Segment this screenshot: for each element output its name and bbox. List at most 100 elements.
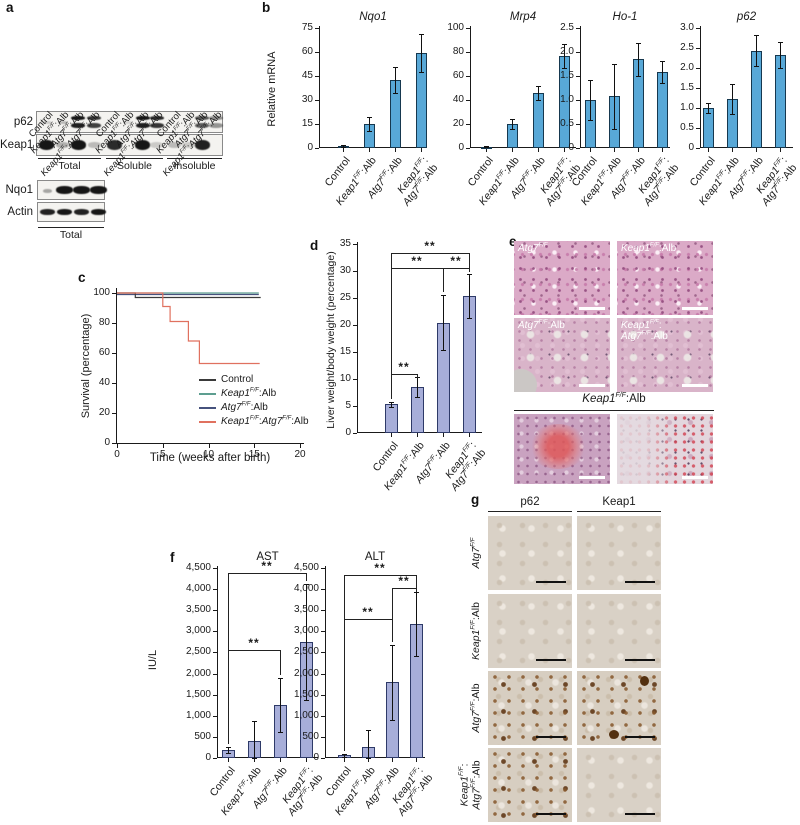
y-tick-label: 80 — [452, 46, 464, 57]
chart-title: ALT — [364, 551, 386, 563]
blot-band — [209, 116, 224, 120]
error-bar-cap — [418, 72, 424, 73]
error-bar-cap — [635, 75, 641, 77]
panel-label-e: e — [509, 234, 517, 249]
y-tick-mark — [466, 76, 470, 77]
sig-bracket-end — [416, 588, 417, 593]
bar-chart-plot-b-p62 — [700, 26, 793, 148]
error-bar-cap — [705, 102, 711, 104]
histology-image-atg7-alb: Atg7F/F:Alb — [514, 318, 610, 392]
histology-label: Keap1F/F:Alb — [621, 242, 677, 254]
y-tick-mark — [576, 76, 580, 77]
x-tick-mark — [538, 148, 539, 152]
y-tick-mark — [353, 379, 357, 380]
bar-chart-plot-f-alt — [325, 566, 425, 758]
x-tick-mark — [369, 148, 370, 152]
y-tick-mark — [321, 631, 325, 633]
scale-bar — [682, 384, 708, 387]
y-tick-label: 2.5 — [680, 42, 694, 53]
blot-band — [74, 209, 89, 215]
error-bar-cap — [340, 146, 346, 148]
sig-bracket — [392, 588, 416, 590]
y-tick-label: 2,500 — [293, 646, 319, 658]
x-tick-mark — [416, 758, 417, 762]
y-tick-mark — [466, 100, 470, 101]
y-tick-label: 2.0 — [680, 62, 694, 73]
y-tick-label: 1,500 — [293, 688, 319, 700]
error-bar-cap — [389, 720, 395, 721]
histology-subpanel-header: Keap1F/F:Alb — [582, 392, 646, 405]
sig-stars: ** — [424, 238, 436, 253]
error-bar-cap — [777, 42, 783, 43]
error-bar-cap — [466, 273, 472, 275]
error-bar-cap — [440, 350, 446, 352]
y-tick-mark — [353, 433, 357, 434]
error-bar — [613, 63, 615, 129]
scale-bar — [682, 307, 708, 310]
sig-bracket — [443, 267, 469, 269]
y-tick-label: 1.5 — [680, 82, 694, 93]
y-tick-label: 25 — [339, 292, 351, 303]
blot-band — [90, 186, 107, 194]
error-bar — [779, 42, 781, 69]
error-bar — [661, 61, 663, 84]
blot-band — [87, 122, 102, 128]
sig-stars: ** — [248, 635, 260, 650]
x-tick-label: 20 — [294, 449, 306, 460]
y-tick-mark — [466, 28, 470, 29]
panel-label-d: d — [310, 238, 319, 253]
error-bar-cap — [440, 295, 446, 297]
ihc-column-header-keap1: Keap1 — [602, 496, 636, 508]
error-bar-cap — [561, 67, 567, 69]
error-bar-cap — [392, 67, 398, 69]
error-bar-cap — [225, 747, 231, 749]
x-tick-mark — [421, 148, 422, 152]
x-tick-mark — [708, 148, 709, 152]
legend-label: Keap1F/F:Atg7F/F:Alb — [221, 415, 309, 427]
y-tick-mark — [112, 383, 116, 384]
group-underline-total — [38, 158, 101, 159]
error-bar-cap — [389, 644, 395, 646]
error-bar-cap — [251, 758, 257, 759]
scale-bar — [625, 580, 655, 583]
blot-band — [123, 121, 134, 124]
x-tick-mark — [392, 758, 393, 762]
histology-label: Atg7F/F — [518, 242, 548, 254]
y-tick-label: 75 — [301, 22, 313, 33]
x-tick-mark — [162, 444, 164, 448]
y-tick-mark — [321, 736, 325, 738]
y-tick-label: 0 — [313, 752, 319, 763]
error-bar-cap — [251, 720, 257, 722]
y-tick-mark — [112, 323, 116, 324]
x-tick-mark — [117, 444, 118, 448]
error-bar — [707, 102, 709, 114]
y-tick-mark — [696, 68, 700, 69]
y-tick-label: 3.0 — [680, 22, 694, 33]
error-bar-cap — [587, 79, 593, 81]
ihc-image-p62-keap1alb — [488, 594, 572, 668]
sig-bracket-end — [416, 574, 417, 590]
histology-image-lesion-right — [617, 414, 713, 484]
error-bar-cap — [535, 100, 541, 101]
error-bar — [305, 583, 307, 701]
sig-bracket-end — [306, 572, 307, 581]
y-tick-label: 2,500 — [185, 646, 211, 658]
sig-bracket — [344, 619, 392, 621]
y-tick-label: 100 — [447, 22, 464, 33]
histology-label: Keap1F/F: Atg7F/F:Alb — [621, 319, 668, 343]
y-tick-label: 0.5 — [680, 122, 694, 133]
bottom-group-label: Total — [59, 229, 83, 241]
y-tick-label: 4,500 — [185, 562, 211, 573]
x-tick-mark — [228, 758, 229, 762]
x-tick-mark — [469, 433, 470, 437]
scale-bar — [536, 735, 566, 738]
scale-bar — [579, 307, 605, 310]
y-tick-label: 2.0 — [560, 46, 574, 57]
x-tick-mark — [254, 444, 256, 448]
scale-bar — [536, 812, 566, 815]
y-axis-label: Relative mRNA — [266, 51, 278, 127]
x-tick-mark — [486, 148, 487, 152]
histology-image-keap1-atg7-alb: Keap1F/F: Atg7F/F:Alb — [617, 318, 713, 392]
y-tick-mark — [315, 100, 319, 101]
blot-band — [70, 140, 86, 150]
